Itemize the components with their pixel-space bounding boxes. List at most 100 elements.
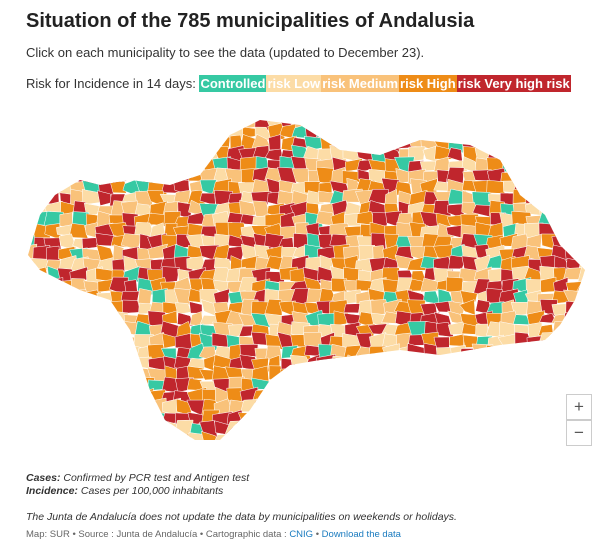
municipality[interactable] xyxy=(526,343,541,362)
municipality[interactable] xyxy=(501,134,517,151)
municipality[interactable] xyxy=(524,356,544,371)
municipality[interactable] xyxy=(461,366,479,384)
municipality[interactable] xyxy=(268,365,284,383)
municipality[interactable] xyxy=(382,136,402,153)
municipality[interactable] xyxy=(552,332,571,348)
municipality[interactable] xyxy=(163,123,179,141)
municipality[interactable] xyxy=(149,145,168,165)
municipality[interactable] xyxy=(152,169,169,186)
municipality[interactable] xyxy=(56,322,77,336)
municipality[interactable] xyxy=(304,410,321,424)
municipality[interactable] xyxy=(280,368,299,381)
municipality[interactable] xyxy=(18,367,39,384)
municipality[interactable] xyxy=(329,388,351,404)
municipality[interactable] xyxy=(98,158,115,174)
municipality[interactable] xyxy=(524,409,545,426)
municipality[interactable] xyxy=(511,424,530,434)
municipality[interactable] xyxy=(256,398,269,416)
municipality[interactable] xyxy=(18,157,37,174)
municipality[interactable] xyxy=(489,356,503,370)
municipality[interactable] xyxy=(474,125,492,142)
municipality[interactable] xyxy=(96,113,114,128)
municipality[interactable] xyxy=(563,137,583,154)
municipality[interactable] xyxy=(109,399,130,417)
municipality[interactable] xyxy=(578,201,594,219)
municipality[interactable] xyxy=(489,113,506,128)
municipality[interactable] xyxy=(69,413,89,426)
municipality[interactable] xyxy=(30,167,51,183)
municipality[interactable] xyxy=(84,298,102,318)
municipality[interactable] xyxy=(564,343,585,359)
municipality[interactable] xyxy=(385,375,402,393)
municipality[interactable] xyxy=(174,150,192,163)
municipality[interactable] xyxy=(408,410,425,427)
municipality[interactable] xyxy=(550,125,570,141)
municipality[interactable] xyxy=(564,226,582,241)
municipality[interactable] xyxy=(174,123,190,140)
municipality[interactable] xyxy=(121,431,144,448)
municipality[interactable] xyxy=(43,277,64,293)
municipality[interactable] xyxy=(108,354,128,370)
municipality[interactable] xyxy=(31,123,49,138)
municipality[interactable] xyxy=(410,422,428,439)
municipality[interactable] xyxy=(17,332,38,352)
municipality[interactable] xyxy=(122,299,141,314)
municipality[interactable] xyxy=(589,312,606,329)
municipality[interactable] xyxy=(57,366,73,382)
municipality[interactable] xyxy=(82,419,101,438)
municipality[interactable] xyxy=(472,398,490,413)
municipality[interactable] xyxy=(356,410,372,427)
municipality[interactable] xyxy=(394,376,414,394)
municipality[interactable] xyxy=(120,364,143,384)
municipality[interactable] xyxy=(471,391,493,404)
municipality[interactable] xyxy=(343,312,361,326)
municipality[interactable] xyxy=(423,390,441,402)
municipality[interactable] xyxy=(498,379,519,390)
municipality[interactable] xyxy=(524,179,544,196)
municipality[interactable] xyxy=(57,114,77,131)
municipality[interactable] xyxy=(44,387,64,405)
municipality[interactable] xyxy=(420,400,439,413)
municipality[interactable] xyxy=(511,169,532,183)
municipality[interactable] xyxy=(565,321,585,336)
municipality[interactable] xyxy=(306,288,322,304)
zoom-out[interactable]: − xyxy=(566,420,592,446)
municipality[interactable] xyxy=(393,434,415,448)
municipality[interactable] xyxy=(502,413,520,429)
municipality[interactable] xyxy=(528,387,545,404)
municipality[interactable] xyxy=(368,409,391,427)
municipality[interactable] xyxy=(510,146,531,160)
municipality[interactable] xyxy=(537,381,558,392)
municipality[interactable] xyxy=(17,311,34,329)
municipality[interactable] xyxy=(224,432,245,447)
municipality[interactable] xyxy=(525,127,545,141)
municipality[interactable] xyxy=(512,113,529,129)
municipality[interactable] xyxy=(356,137,376,151)
municipality[interactable] xyxy=(136,125,154,140)
municipality[interactable] xyxy=(551,355,572,373)
municipality[interactable] xyxy=(99,137,116,152)
municipality[interactable] xyxy=(499,397,520,413)
municipality[interactable] xyxy=(108,364,129,383)
municipality[interactable] xyxy=(344,400,362,416)
municipality[interactable] xyxy=(459,411,478,428)
download-link[interactable]: Download the data xyxy=(321,529,401,540)
municipality[interactable] xyxy=(448,380,464,392)
municipality[interactable] xyxy=(512,376,531,392)
municipality[interactable] xyxy=(552,172,568,186)
municipality[interactable] xyxy=(44,168,64,186)
municipality[interactable] xyxy=(538,345,558,363)
municipality[interactable] xyxy=(164,156,183,176)
municipality[interactable] xyxy=(420,423,440,434)
municipality[interactable] xyxy=(316,421,337,438)
municipality[interactable] xyxy=(94,344,112,358)
municipality[interactable] xyxy=(32,136,51,151)
municipality[interactable] xyxy=(109,134,125,151)
municipality[interactable] xyxy=(316,401,334,415)
municipality[interactable] xyxy=(555,224,570,236)
municipality[interactable] xyxy=(499,386,516,403)
municipality[interactable] xyxy=(384,188,398,206)
municipality[interactable] xyxy=(592,410,606,426)
municipality[interactable] xyxy=(199,126,221,140)
municipality[interactable] xyxy=(448,356,469,369)
